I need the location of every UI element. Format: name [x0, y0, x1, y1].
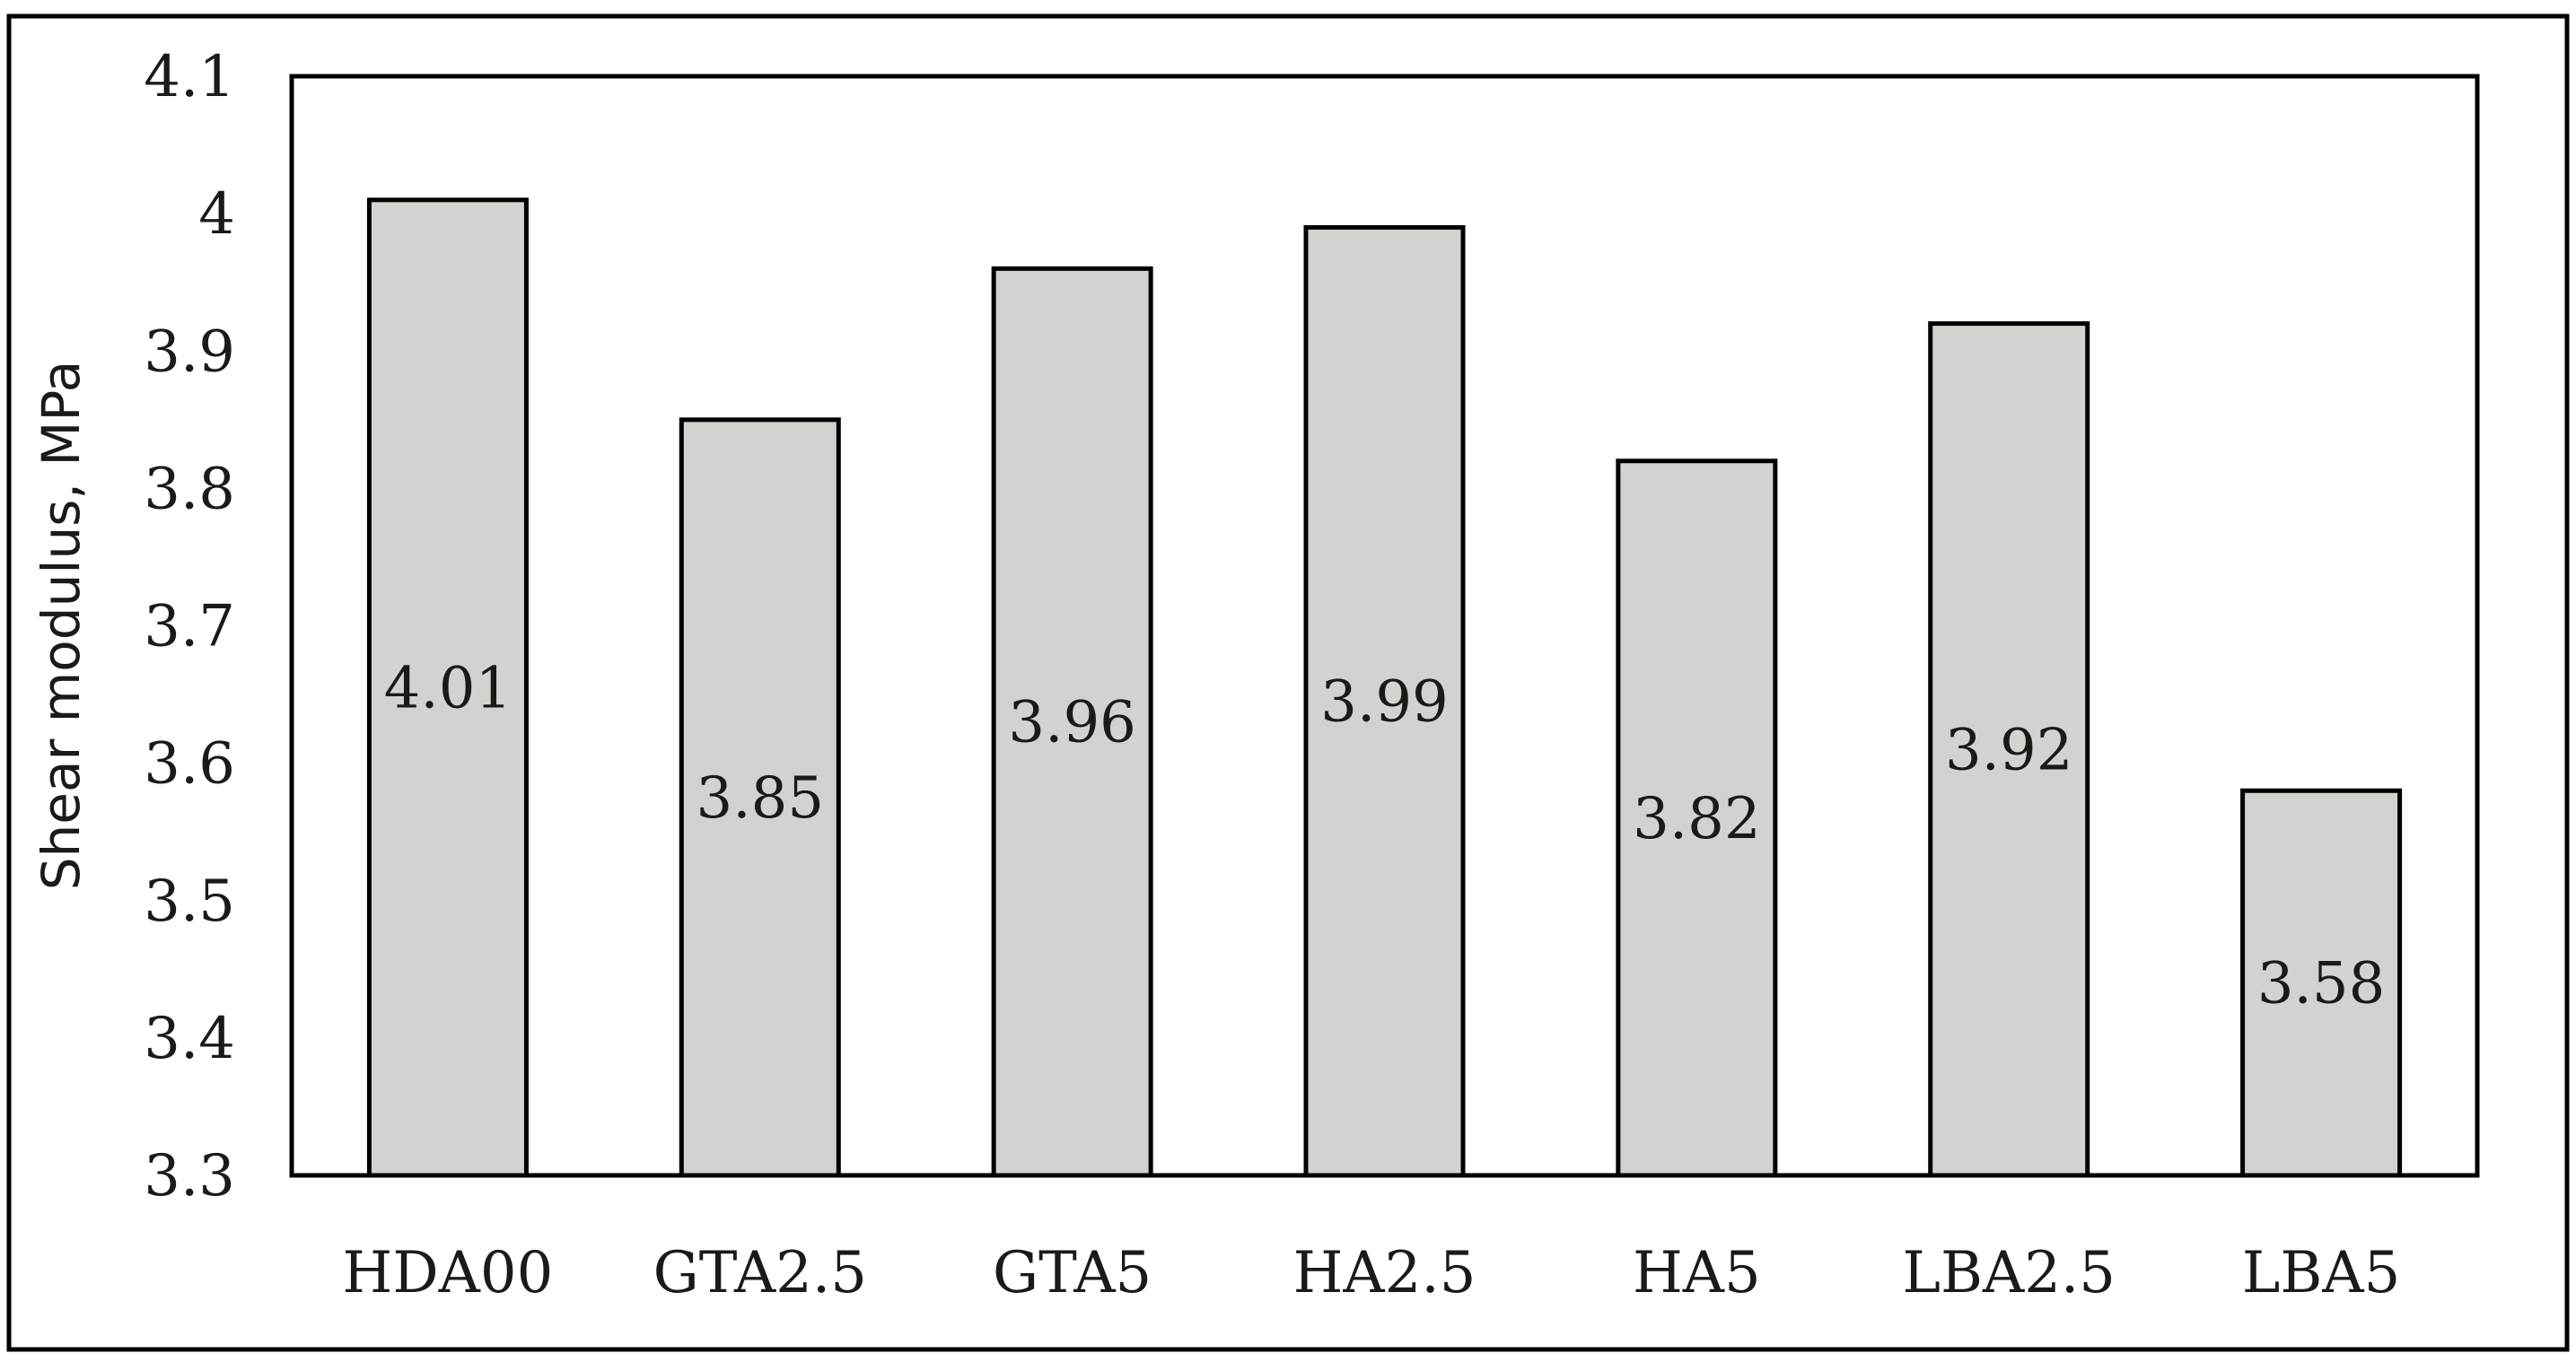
y-tick-label-3-5: 3.5 [144, 869, 235, 935]
x-tick-label-lba5: LBA5 [2242, 1240, 2400, 1306]
y-tick-label-3-8: 3.8 [144, 456, 235, 522]
y-tick-label-3-3: 3.3 [144, 1143, 235, 1209]
bars-layer [366, 197, 2403, 1178]
y-tick-label-3-9: 3.9 [144, 319, 235, 385]
x-tick-label-gta2-5: GTA2.5 [653, 1240, 867, 1306]
bar-lba5 [2240, 788, 2403, 1178]
data-labels-layer: 4.01 3.85 3.96 3.99 3.82 3.92 3.58 [384, 655, 2386, 1017]
bar-ha2-5 [1303, 224, 1466, 1178]
y-tick-label-4: 4 [198, 181, 235, 248]
data-label-gta5: 3.96 [1008, 690, 1136, 756]
data-label-lba5: 3.58 [2257, 951, 2386, 1017]
y-tick-label-4-1: 4.1 [144, 44, 235, 110]
x-axis-category-labels: HDA00 GTA2.5 GTA5 HA2.5 HA5 LBA2.5 LBA5 [343, 1240, 2401, 1306]
x-tick-label-ha5: HA5 [1633, 1240, 1761, 1306]
y-tick-label-3-4: 3.4 [144, 1006, 235, 1072]
x-tick-label-ha2-5: HA2.5 [1293, 1240, 1476, 1306]
data-label-gta2-5: 3.85 [697, 765, 825, 832]
bar-lba2-5 [1928, 321, 2090, 1178]
data-label-lba2-5: 3.92 [1945, 717, 2073, 783]
data-label-ha2-5: 3.99 [1320, 669, 1449, 736]
bar-ha5 [1616, 458, 1778, 1178]
x-tick-label-gta5: GTA5 [993, 1240, 1152, 1306]
bar-gta2-5 [679, 417, 841, 1178]
y-tick-label-3-6: 3.6 [144, 731, 235, 798]
y-axis-tick-labels: 3.3 3.4 3.5 3.6 3.7 3.8 3.9 4 4.1 [144, 44, 235, 1209]
data-label-hda00: 4.01 [384, 655, 513, 721]
x-tick-label-hda00: HDA00 [343, 1240, 554, 1306]
data-label-ha5: 3.82 [1633, 786, 1761, 852]
bar-hda00 [366, 197, 529, 1178]
y-axis-title: Shear modulus, MPa [31, 361, 92, 891]
y-tick-label-3-7: 3.7 [144, 594, 235, 660]
bar-gta5 [991, 266, 1153, 1178]
x-tick-label-lba2-5: LBA2.5 [1902, 1240, 2116, 1306]
